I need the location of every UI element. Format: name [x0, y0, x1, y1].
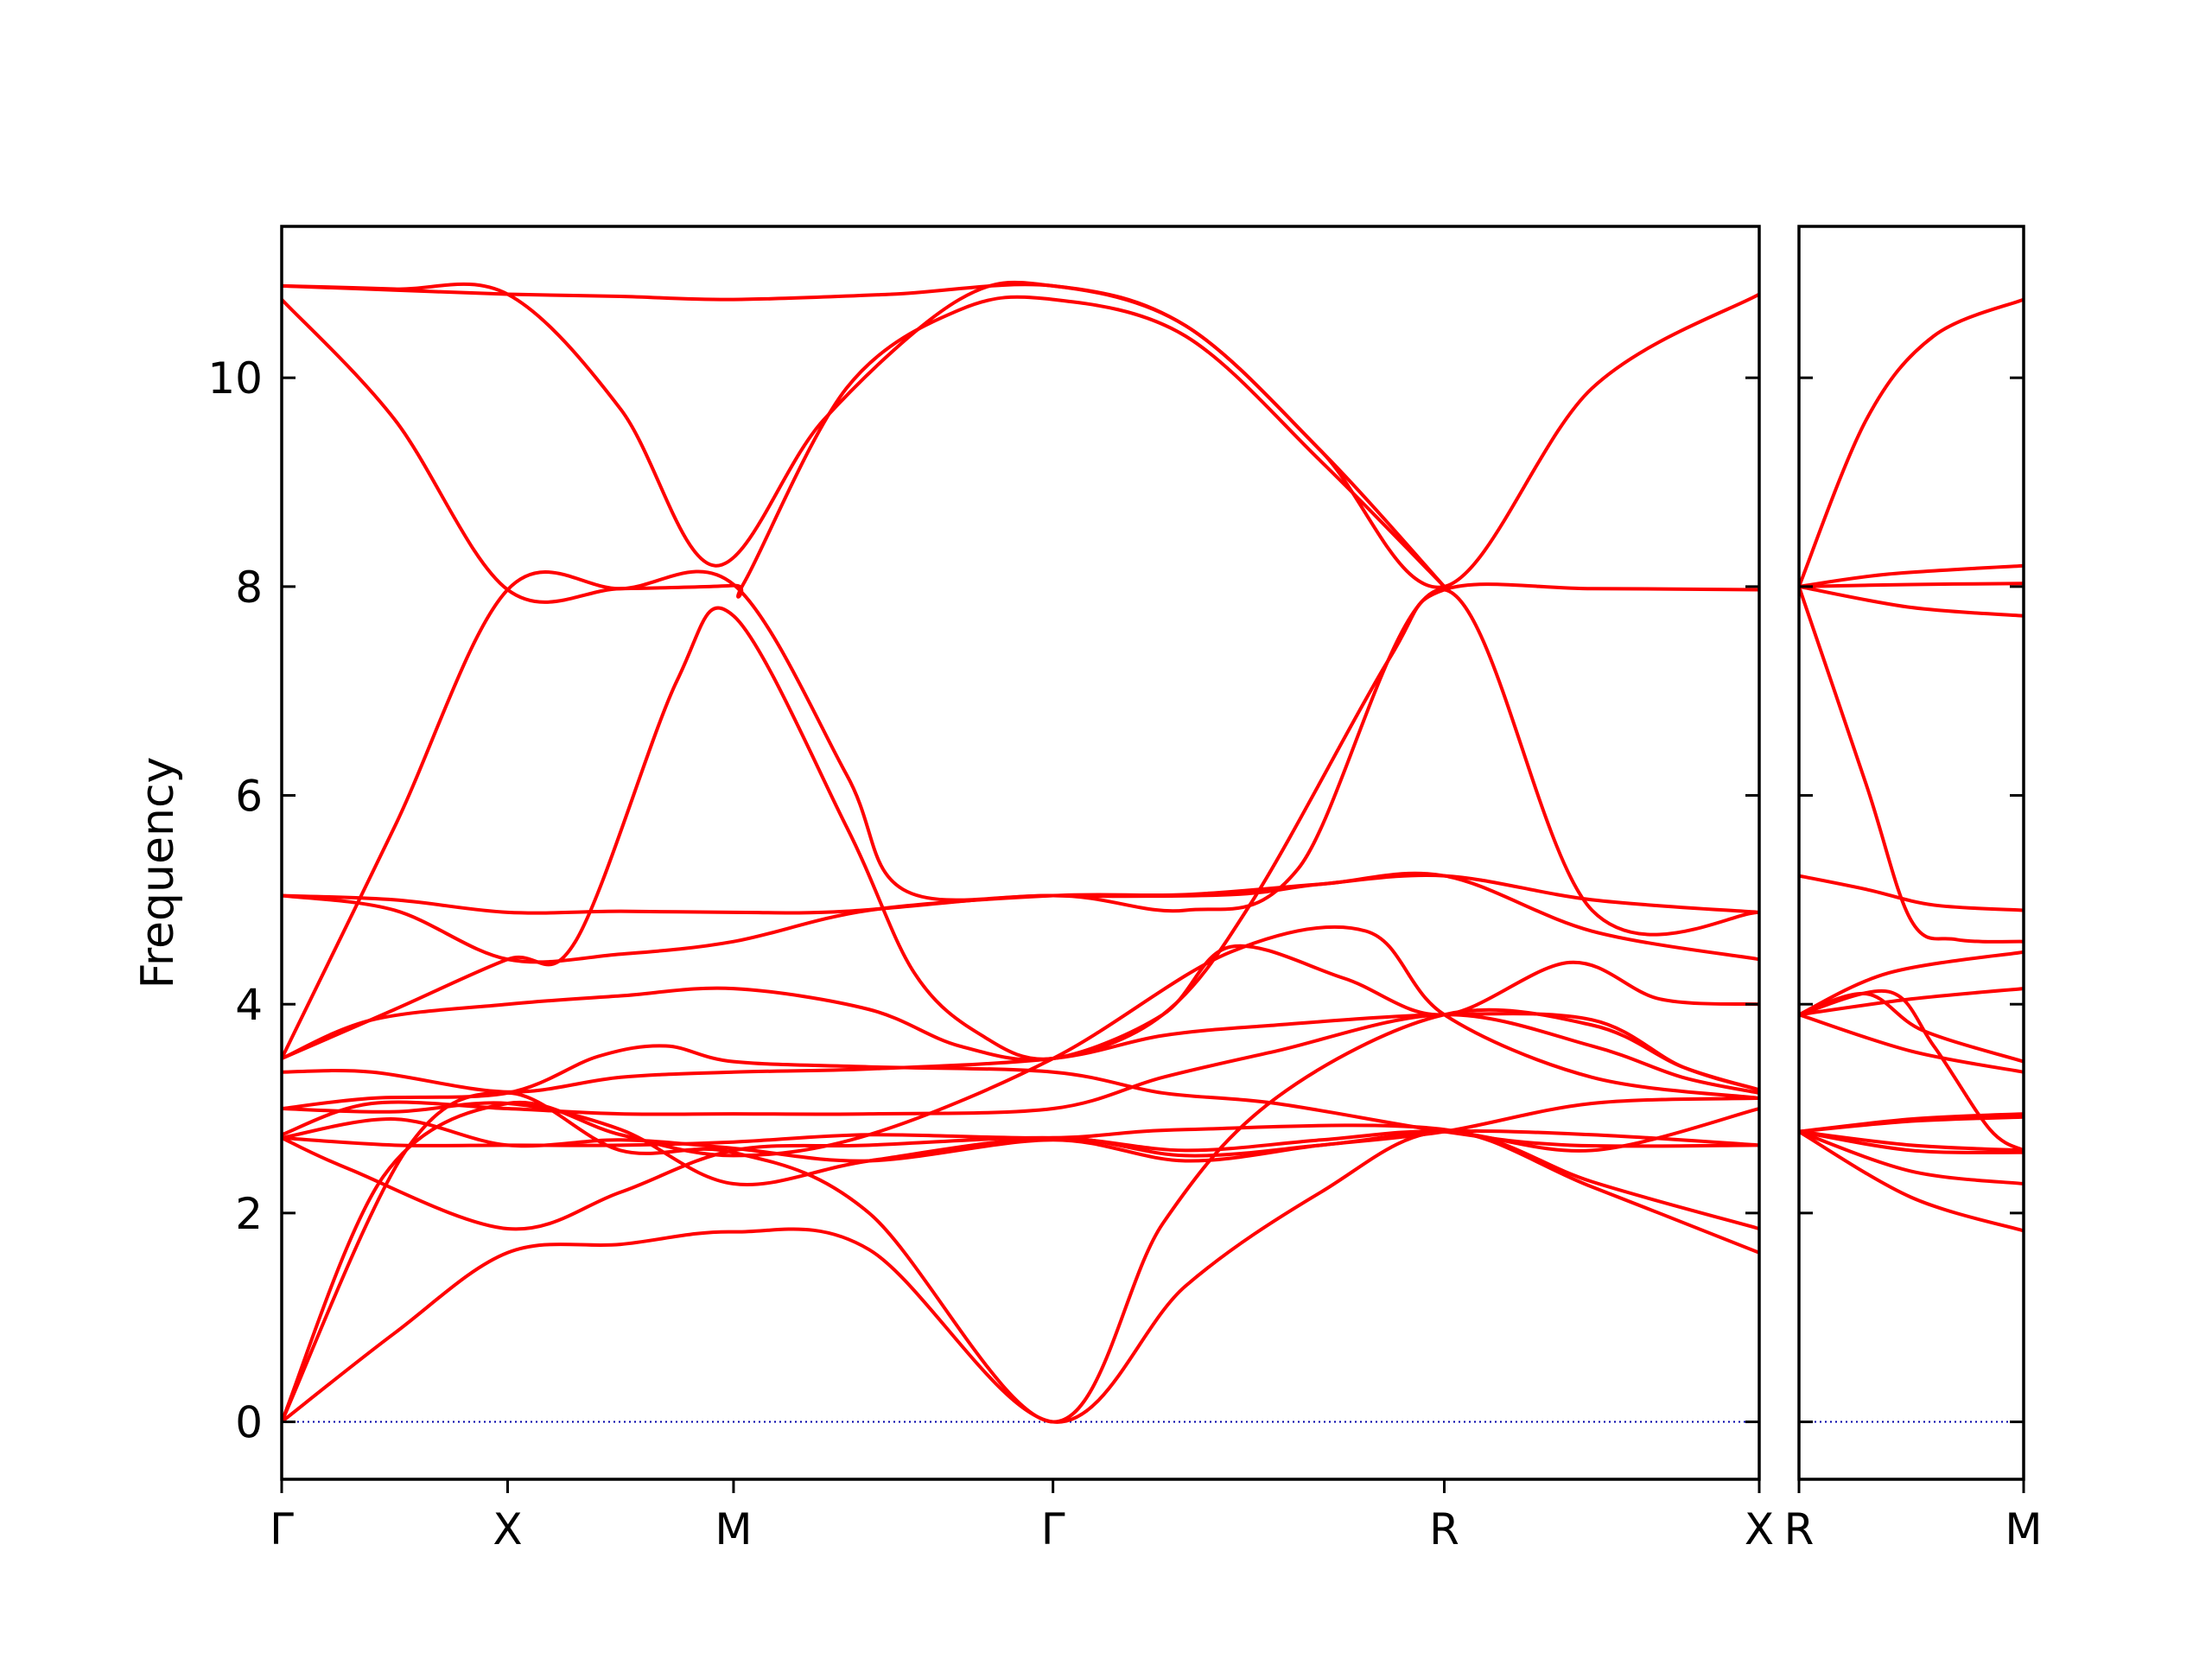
panel-left-band-4	[282, 569, 1759, 1061]
panel-left-xtick-label-1: X	[493, 1504, 522, 1554]
panel-left-band-16	[282, 925, 1759, 1424]
panel-left-band-18	[282, 1007, 1759, 1424]
panel-right-frame	[1797, 225, 2025, 1481]
ytick-label-0: 0	[235, 1398, 263, 1448]
panel-left-band-17	[282, 1129, 1759, 1424]
panel-left-band-7	[282, 871, 1759, 964]
panel-right-band-8	[1799, 987, 2024, 1017]
panel-left-band-9	[282, 1012, 1759, 1094]
panel-left-band-12	[282, 1107, 1759, 1231]
panel-left-band-11	[282, 1013, 1759, 1137]
ytick-label-2: 2	[235, 1189, 263, 1239]
panel-right-band-17	[1799, 1129, 2024, 1233]
panel-left-band-3	[282, 280, 1759, 589]
panel-right-band-16	[1799, 1129, 2024, 1186]
panel-left-band-1	[282, 283, 1446, 588]
panel-right-bands	[1799, 297, 2024, 1233]
panel-left-xtick-label-3: Γ	[1041, 1504, 1065, 1554]
panel-left-band-15	[282, 1123, 1759, 1230]
panel-left-band-2	[282, 295, 1446, 604]
panel-right-band-13	[1799, 1115, 2024, 1134]
ytick-label-6: 6	[235, 772, 263, 822]
panel-right-band-9	[1799, 991, 2024, 1064]
panel-right-xtick-label-1: M	[2005, 1504, 2042, 1554]
panel-left-frame	[280, 225, 1761, 1481]
panel-left-band-6	[282, 588, 1759, 937]
ytick-label-10: 10	[207, 353, 263, 404]
panel-right-band-11	[1799, 988, 2024, 1153]
panel-left-bands	[282, 280, 1759, 1424]
panel-right-band-14	[1799, 1129, 2024, 1153]
panel-right-band-6	[1799, 874, 2024, 912]
panel-left-xtick-label-4: R	[1429, 1504, 1459, 1554]
panel-right-band-1	[1799, 297, 2024, 588]
panel-left-xtick-label-5: X	[1745, 1504, 1774, 1554]
panel-right-band-3	[1799, 582, 2024, 588]
panel-right-band-15	[1799, 1129, 2024, 1154]
panel-right-band-10	[1799, 1013, 2024, 1074]
panel-left-band-8	[282, 944, 1759, 1062]
panel-right-band-2	[1799, 563, 2024, 588]
panel-right-band-4	[1799, 584, 2024, 618]
panel-right-xtick-label-0: R	[1784, 1504, 1815, 1554]
y-axis-label: Frequency	[132, 757, 184, 989]
panel-right-band-7	[1799, 950, 2024, 1017]
panel-left-band-5	[282, 582, 1759, 1061]
ytick-label-8: 8	[235, 563, 263, 613]
panel-left-xtick-label-0: Γ	[270, 1504, 294, 1554]
panel-right-band-5	[1799, 584, 2024, 944]
ytick-label-4: 4	[235, 980, 263, 1030]
panel-left-xtick-label-2: M	[715, 1504, 752, 1554]
